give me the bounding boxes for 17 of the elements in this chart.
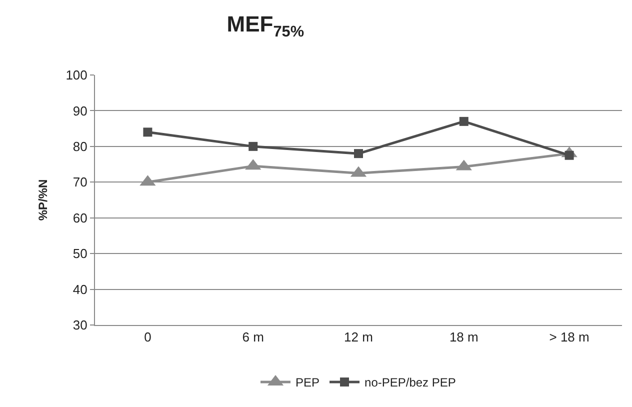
chart-title: MEF$_{75%}$	[226, 12, 304, 40]
x-tick-label: > 18 m	[549, 330, 590, 345]
y-tick-label: 90	[72, 103, 88, 118]
y-tick-label: 50	[72, 246, 88, 262]
y-tick-label: 60	[72, 210, 88, 226]
x-tick-label: 0	[144, 330, 152, 345]
y-tick-label: 70	[72, 174, 88, 190]
y-axis-title: %P/%N	[36, 179, 50, 221]
y-tick-label: 40	[72, 282, 88, 297]
legend-label: PEP	[296, 376, 320, 390]
y-tick-label: 80	[72, 138, 88, 154]
x-tick-label: 6 m	[242, 330, 264, 345]
y-tick-label: 30	[72, 318, 88, 333]
legend-label: no-PEP/bez PEP	[364, 376, 456, 390]
x-tick-label: 18 m	[449, 330, 478, 345]
y-tick-label: 100	[66, 68, 88, 83]
x-tick-label: 12 m	[344, 330, 373, 345]
